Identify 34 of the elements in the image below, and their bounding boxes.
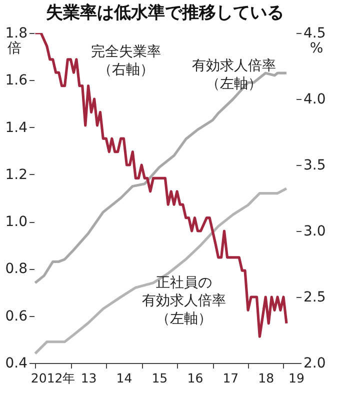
- x-tick-label: 2012年: [30, 370, 76, 386]
- y2-tick-label: 4.0: [304, 92, 326, 108]
- chart-title: 失業率は低水準で推移している: [46, 3, 284, 23]
- annotation: （右軸）: [98, 62, 154, 78]
- y-tick-label: 1.2: [5, 166, 28, 183]
- x-tick-label: 18: [258, 370, 274, 386]
- annotation: 有効求人倍率: [192, 58, 276, 74]
- y-tick-label: 0.4: [5, 356, 28, 372]
- annotation: 完全失業率: [91, 44, 161, 60]
- annotation: （左軸）: [206, 76, 262, 92]
- y2-tick-label: 3.0: [304, 224, 326, 240]
- y2-tick-label: 2.0: [304, 356, 326, 372]
- annotation: 有効求人倍率: [142, 293, 226, 309]
- y-axis-title: 倍: [8, 40, 22, 56]
- y-tick-label: 0.8: [5, 261, 28, 278]
- x-tick-label: 16: [187, 370, 204, 386]
- x-tick-label: 19: [288, 370, 304, 386]
- y2-axis-title: %: [310, 40, 324, 56]
- y-tick-label: 1.4: [5, 120, 28, 136]
- y2-tick-label: 2.5: [304, 290, 326, 306]
- y-tick-label: 1.8: [5, 26, 28, 42]
- x-tick-label: 14: [116, 370, 132, 386]
- annotation: （左軸）: [156, 311, 212, 327]
- x-tick-label: 13: [80, 370, 97, 386]
- y-tick-label: 1.0: [5, 214, 28, 230]
- x-tick-label: 15: [152, 370, 168, 386]
- y-tick-label: 0.6: [5, 308, 28, 324]
- line-series: [34, 33, 288, 338]
- y-tick-label: 1.6: [5, 72, 28, 89]
- x-tick-label: 17: [222, 370, 239, 386]
- y2-tick-label: 3.5: [304, 158, 326, 174]
- line-series: [34, 187, 288, 355]
- y2-tick-label: 4.5: [304, 26, 326, 42]
- annotation: 正社員の: [156, 275, 212, 291]
